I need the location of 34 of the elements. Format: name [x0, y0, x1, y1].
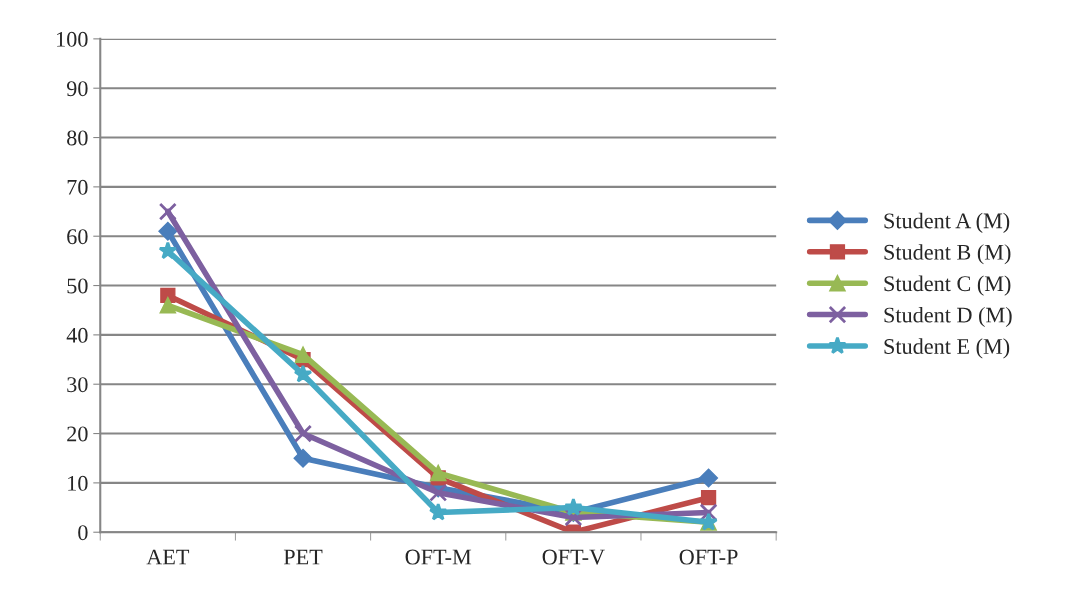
point	[158, 241, 178, 260]
x-tick-label: OFT-P	[679, 549, 738, 565]
y-tick-label: 30	[67, 377, 88, 393]
point	[429, 483, 448, 502]
y-tick-label: 50	[67, 278, 88, 294]
x-tick-label: OFT-V	[542, 549, 605, 565]
point	[429, 464, 447, 482]
x-tick-label: AET	[146, 549, 190, 565]
point	[158, 221, 178, 241]
legend-label: Student A (M)	[884, 212, 1010, 233]
point	[564, 497, 583, 516]
point	[700, 490, 717, 506]
y-tick-label: 10	[68, 475, 88, 491]
point	[159, 296, 177, 314]
y-tick-label: 90	[66, 81, 88, 97]
x-tick-label: PET	[283, 549, 323, 565]
y-tick-label: 40	[66, 327, 88, 343]
point	[428, 502, 448, 521]
point	[294, 424, 313, 443]
point	[699, 468, 719, 488]
y-tick-label: 100	[57, 31, 88, 47]
legend-label: Student C (M)	[884, 275, 1011, 296]
point	[158, 202, 177, 221]
y-tick-label: 0	[78, 525, 88, 541]
point	[293, 448, 313, 468]
x-tick-label: OFT-M	[405, 549, 472, 565]
y-tick-label: 70	[67, 179, 88, 195]
y-tick-label: 80	[67, 130, 88, 146]
point	[293, 364, 313, 383]
legend-label: Student B (M)	[884, 244, 1011, 265]
legend-label: Student E (M)	[884, 338, 1010, 359]
y-tick-label: 20	[67, 426, 88, 442]
y-tick-label: 60	[67, 229, 88, 245]
legend-label: Student D (M)	[884, 306, 1012, 328]
